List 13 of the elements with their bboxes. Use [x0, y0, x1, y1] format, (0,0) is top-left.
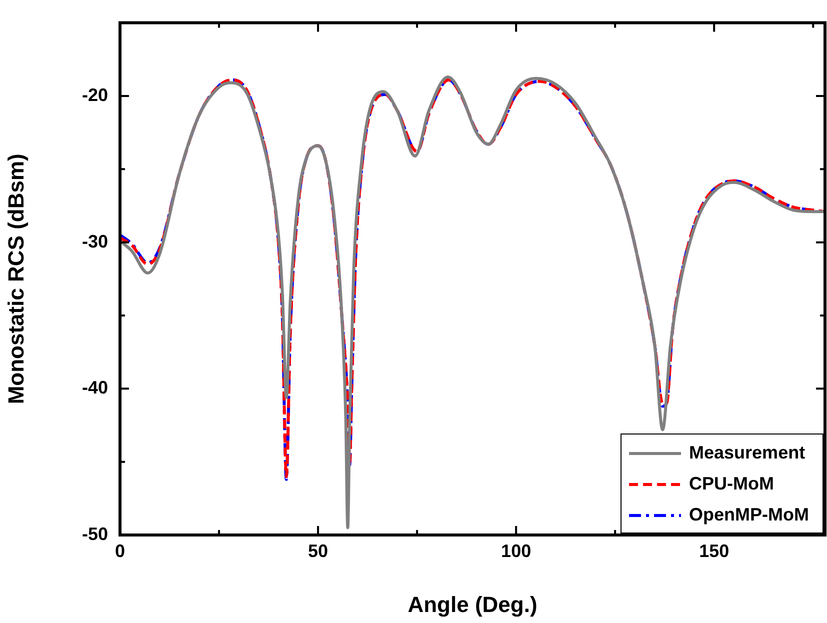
y-tick-label: -40 — [82, 378, 108, 398]
x-tick-label: 150 — [699, 540, 730, 561]
y-axis-title: Monostatic RCS (dBsm) — [3, 154, 28, 404]
legend-label: Measurement — [689, 442, 806, 462]
y-tick-label: -20 — [82, 84, 108, 105]
y-tick-label: -30 — [82, 231, 108, 252]
legend-label: CPU-MoM — [689, 473, 774, 494]
x-tick-label: 100 — [501, 540, 532, 561]
y-tick-label: -50 — [82, 524, 108, 544]
legend-label: OpenMP-MoM — [689, 504, 810, 524]
x-axis-title: Angle (Deg.) — [408, 592, 538, 617]
x-tick-label: 50 — [308, 540, 328, 561]
x-tick-label: 0 — [114, 540, 126, 561]
